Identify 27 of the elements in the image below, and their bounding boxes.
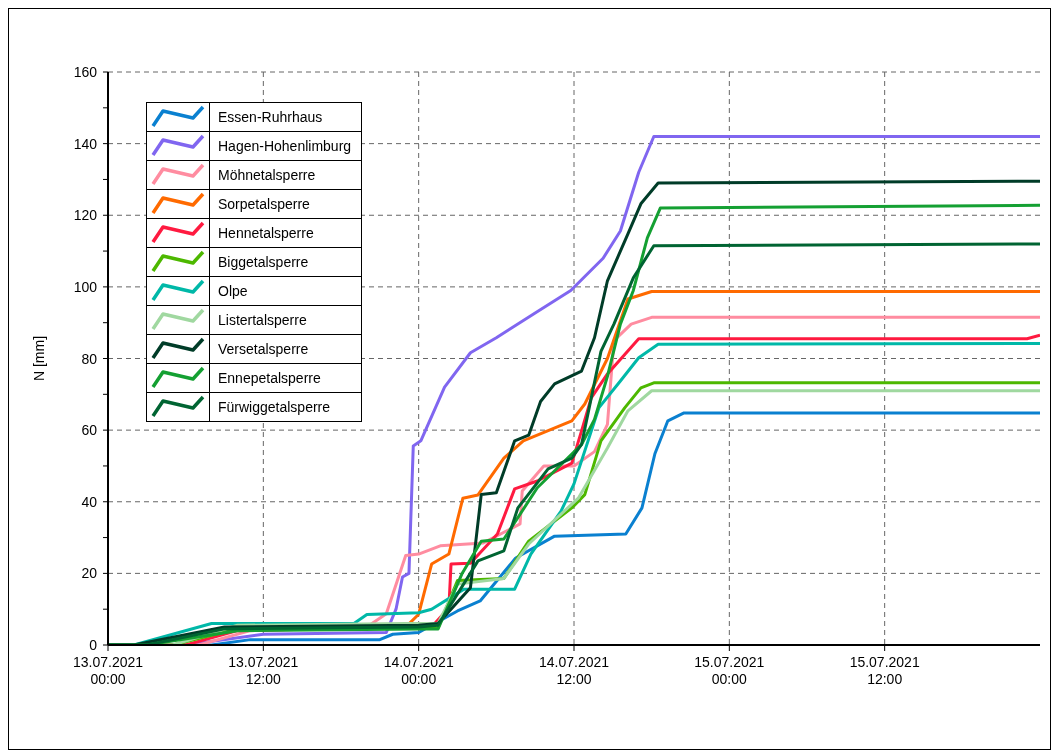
y-tick-label: 100 bbox=[73, 278, 98, 295]
legend-label: Hennetalsperre bbox=[209, 218, 362, 248]
y-tick-label: 40 bbox=[81, 493, 98, 510]
y-tick-label: 20 bbox=[81, 565, 98, 582]
legend-label: Essen-Ruhrhaus bbox=[209, 102, 362, 132]
y-tick-label: 0 bbox=[89, 637, 98, 653]
legend-label: Listertalsperre bbox=[209, 305, 362, 335]
legend-label: Hagen-Hohenlimburg bbox=[209, 131, 362, 161]
x-tick-label: 15.07.2021 00:00 bbox=[694, 654, 765, 687]
x-tick-label: 13.07.2021 00:00 bbox=[72, 654, 144, 687]
y-tick-label: 160 bbox=[73, 64, 98, 80]
x-tick-label: 13.07.2021 12:00 bbox=[228, 654, 299, 687]
y-tick-label: 120 bbox=[73, 207, 98, 224]
legend-label: Fürwiggetalsperre bbox=[209, 392, 362, 422]
x-tick-label: 14.07.2021 00:00 bbox=[383, 654, 454, 687]
y-tick-label: 140 bbox=[73, 135, 98, 152]
x-tick-label: 14.07.2021 12:00 bbox=[538, 654, 610, 687]
y-tick-label: 60 bbox=[81, 422, 98, 439]
legend-label: Olpe bbox=[209, 276, 362, 306]
legend-label: Ennepetalsperre bbox=[209, 363, 362, 393]
y-axis-title: N [mm] bbox=[30, 335, 47, 382]
x-tick-label: 15.07.2021 12:00 bbox=[849, 654, 920, 687]
y-tick-label: 80 bbox=[81, 350, 98, 367]
legend-label: Möhnetalsperre bbox=[209, 160, 362, 190]
legend-label: Biggetalsperre bbox=[209, 247, 362, 277]
legend-label: Versetalsperre bbox=[209, 334, 362, 364]
legend-label: Sorpetalsperre bbox=[209, 189, 362, 219]
